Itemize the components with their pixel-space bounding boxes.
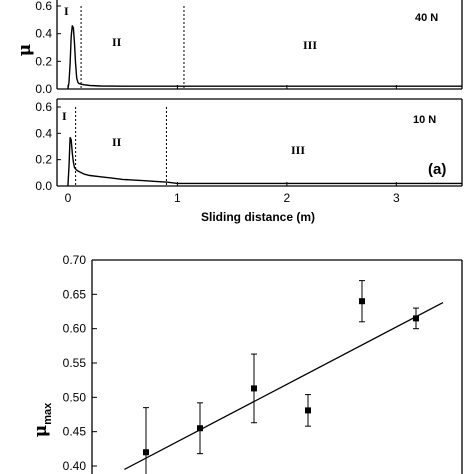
top-y-ticks: 0.0 0.2 0.4 0.6 (35, 0, 61, 96)
bottom-y-tick-label: 0.55 (63, 356, 87, 370)
bottom-y-tick-label: 0.45 (63, 425, 87, 439)
top-y-tick-label: 0.4 (35, 27, 52, 41)
top-region-boundaries (80, 6, 185, 89)
top-y-label: μ (15, 44, 35, 56)
bottom-y-tick-label: 0.65 (63, 287, 87, 301)
bottom-y-label: μmax (31, 402, 54, 437)
mid-x-tick-label: 2 (284, 191, 291, 205)
mid-load-label: 10 N (413, 114, 436, 126)
bottom-y-label-sub: max (42, 402, 54, 425)
data-point-marker (359, 298, 365, 305)
mid-x-tick-label: 0 (65, 191, 72, 205)
mid-y-ticks: 0.0 0.2 0.4 0.6 (35, 100, 61, 193)
data-point-marker (143, 449, 149, 456)
panel-top: 0.0 0.2 0.4 0.6 I II III 40 N μ (15, 0, 463, 96)
mid-y-tick-label: 0.4 (35, 126, 52, 140)
data-point-marker (197, 425, 203, 432)
top-region-II: II (112, 35, 122, 49)
mid-region-II: II (112, 135, 122, 149)
bottom-y-tick-label: 0.70 (63, 253, 87, 267)
mid-region-III: III (291, 143, 305, 157)
data-point-marker (305, 407, 311, 414)
mid-y-tick-label: 0.0 (35, 179, 52, 193)
bottom-y-tick-label: 0.40 (63, 459, 87, 473)
top-y-tick-label: 0.0 (35, 82, 52, 96)
data-point-marker (413, 315, 419, 322)
mid-y-tick-label: 0.6 (35, 100, 52, 114)
linear-fit-line (124, 301, 444, 471)
mid-friction-curve (67, 137, 462, 187)
bottom-y-tick-label: 0.60 (63, 322, 87, 336)
top-region-III: III (303, 38, 317, 52)
bottom-y-tick-label: 0.50 (63, 390, 87, 404)
top-region-I: I (64, 4, 69, 18)
mid-y-tick-label: 0.2 (35, 153, 52, 167)
panel-bottom: 0.40 0.45 0.50 0.55 0.60 0.65 0.70 μmax (31, 253, 463, 474)
mid-x-tick-label: 1 (174, 191, 181, 205)
top-friction-curve (67, 25, 462, 90)
mid-x-tick-label: 3 (393, 191, 400, 205)
bottom-y-label-mu: μ (31, 425, 51, 437)
x-axis-label: Sliding distance (m) (201, 210, 315, 224)
mid-region-boundaries (75, 107, 167, 186)
top-load-label: 40 N (415, 12, 438, 24)
panel-middle: 0.0 0.2 0.4 0.6 0 1 2 3 I II III 10 N (a) Slid… (35, 98, 463, 224)
top-y-tick-label: 0.2 (35, 54, 52, 68)
mid-region-I: I (62, 109, 67, 123)
bottom-data-points (143, 280, 419, 474)
panel-a-label: (a) (428, 161, 446, 178)
bottom-y-ticks: 0.40 0.45 0.50 0.55 0.60 0.65 0.70 (63, 253, 97, 473)
data-point-marker (251, 385, 257, 392)
top-y-tick-label: 0.6 (35, 0, 52, 13)
